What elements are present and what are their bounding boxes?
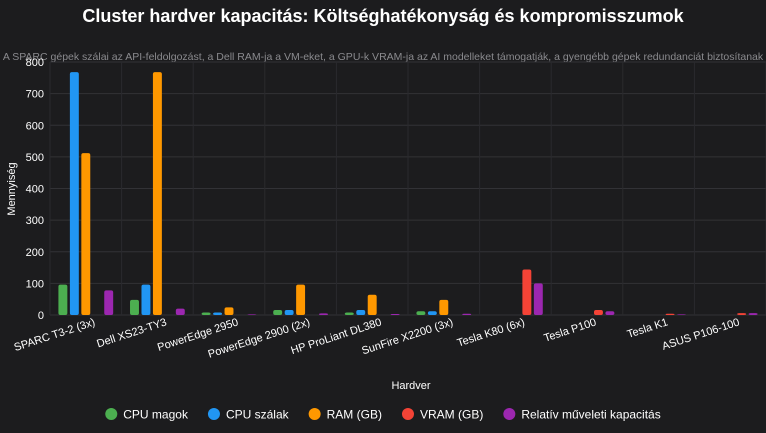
bar-4-4[interactable] <box>390 314 400 315</box>
bar-9-4[interactable] <box>748 313 758 315</box>
bar-6-3[interactable] <box>522 269 532 315</box>
chart-title: Cluster hardver kapacitás: Költséghatéko… <box>82 6 684 26</box>
bar-2-1[interactable] <box>213 312 223 315</box>
bar-3-4[interactable] <box>319 313 328 315</box>
bar-1-2[interactable] <box>152 72 162 316</box>
bar-3-1[interactable] <box>284 309 294 315</box>
x-tick-label-8: Tesla K1 <box>626 316 670 340</box>
bar-5-0[interactable] <box>416 311 426 315</box>
x-tick-label-7: Tesla P100 <box>542 316 597 344</box>
legend-swatch-2[interactable] <box>308 408 321 420</box>
gridlines <box>49 61 766 316</box>
bar-6-4[interactable] <box>533 283 543 316</box>
bar-1-1[interactable] <box>141 284 151 315</box>
chart-subtitle: A SPARC gépek szálai az API-feldolgozást… <box>3 51 764 63</box>
x-tick-label-6: Tesla K80 (6x) <box>456 316 527 349</box>
bar-7-3[interactable] <box>593 309 603 315</box>
legend: CPU magok CPU szálak RAM (GB) VRAM (GB) Rela… <box>105 408 661 422</box>
bar-4-1[interactable] <box>356 309 366 315</box>
x-tick-label-9: ASUS P106-100 <box>661 316 741 352</box>
legend-swatch-1[interactable] <box>207 408 220 420</box>
y-tick-label-3: 300 <box>26 215 44 227</box>
bar-3-0[interactable] <box>273 309 283 315</box>
bar-5-1[interactable] <box>427 311 437 315</box>
y-tick-label-2: 200 <box>26 247 44 259</box>
bar-0-4[interactable] <box>104 290 114 315</box>
y-tick-label-7: 700 <box>26 89 44 101</box>
y-tick-label-0: 0 <box>38 310 44 322</box>
bar-4-0[interactable] <box>344 312 354 315</box>
y-axis-label: Mennyiség <box>6 162 18 215</box>
y-axis-ticks: 0 100 200 300 400 500 600 700 800 <box>26 57 44 322</box>
bar-4-2[interactable] <box>367 294 377 315</box>
y-tick-label-4: 400 <box>26 184 44 196</box>
bar-8-3[interactable] <box>665 313 675 315</box>
legend-label-0[interactable]: CPU magok <box>123 408 189 422</box>
bar-5-4[interactable] <box>462 313 472 315</box>
legend-label-3[interactable]: VRAM (GB) <box>420 408 483 422</box>
legend-swatch-4[interactable] <box>503 408 516 420</box>
bar-2-4[interactable] <box>247 314 257 315</box>
y-tick-label-6: 600 <box>26 120 44 132</box>
legend-swatch-0[interactable] <box>105 408 118 420</box>
bar-1-4[interactable] <box>175 308 185 315</box>
bar-5-2[interactable] <box>439 299 449 315</box>
y-tick-label-5: 500 <box>26 152 44 164</box>
bar-3-2[interactable] <box>296 284 306 315</box>
bar-8-4[interactable] <box>677 314 686 315</box>
legend-swatch-3[interactable] <box>401 408 414 420</box>
bar-2-2[interactable] <box>224 307 234 315</box>
bar-7-4[interactable] <box>605 311 615 315</box>
bar-0-0[interactable] <box>58 284 68 315</box>
bar-9-3[interactable] <box>737 313 747 315</box>
x-axis-label: Hardver <box>391 380 430 392</box>
bar-0-2[interactable] <box>81 153 91 315</box>
legend-label-1[interactable]: CPU szálak <box>226 408 290 422</box>
bar-2-0[interactable] <box>201 312 211 315</box>
x-tick-label-0: SPARC T3-2 (3x) <box>13 316 97 354</box>
legend-label-4[interactable]: Relatív műveleti kapacitás <box>521 408 660 422</box>
legend-label-2[interactable]: RAM (GB) <box>327 408 382 422</box>
y-tick-label-1: 100 <box>26 278 44 290</box>
bar-0-1[interactable] <box>69 72 79 316</box>
y-tick-label-8: 800 <box>26 57 44 69</box>
bar-1-0[interactable] <box>130 299 139 315</box>
bars <box>58 72 758 316</box>
